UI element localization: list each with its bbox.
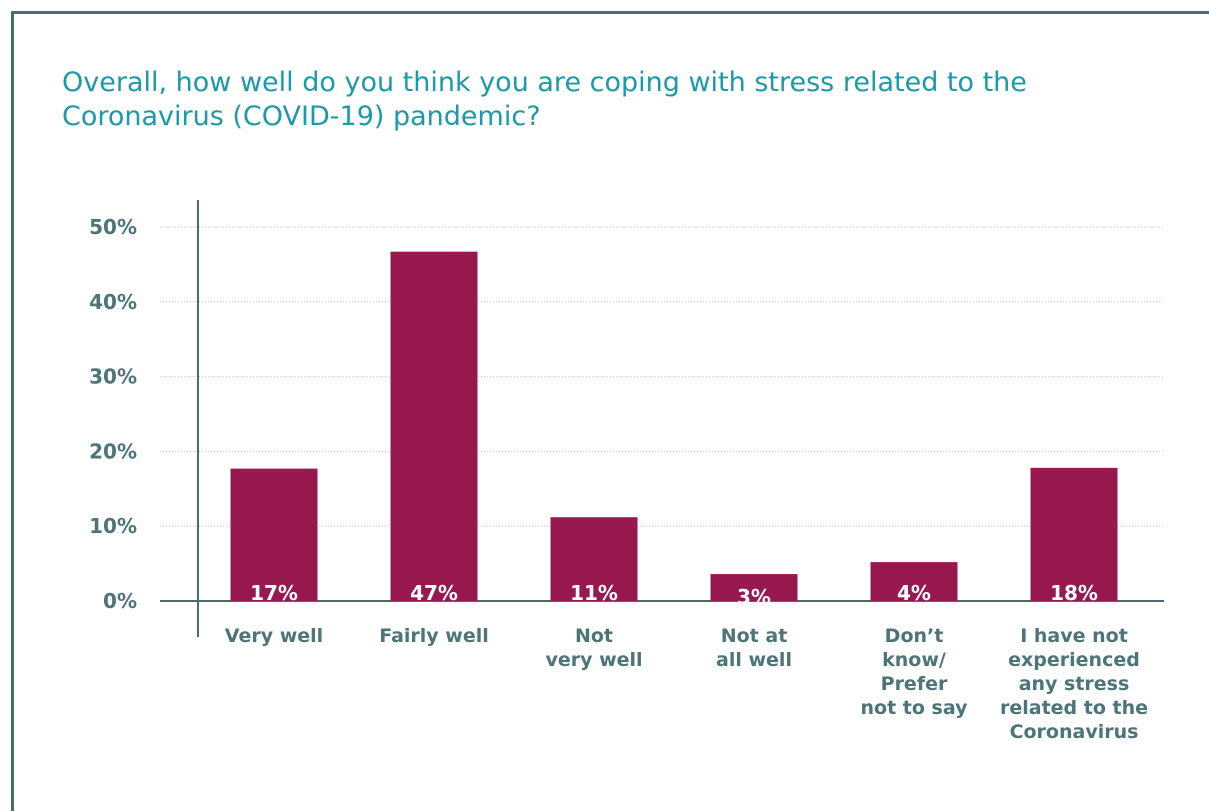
x-tick-label: Not at: [721, 625, 788, 647]
chart-frame: [11, 11, 1209, 811]
bar: [390, 251, 478, 601]
data-label: 4%: [897, 581, 931, 605]
bar: [1030, 467, 1118, 601]
x-tick-label: Coronavirus: [1010, 721, 1139, 743]
data-label: 11%: [570, 581, 618, 605]
x-tick-label: Prefer: [881, 673, 948, 695]
y-tick-label: 10%: [89, 514, 137, 538]
bar: [870, 562, 958, 601]
bar: [230, 468, 318, 601]
x-tick-label: experienced: [1008, 649, 1140, 671]
y-tick-label: 30%: [89, 365, 137, 389]
x-tick-label: I have not: [1020, 625, 1128, 647]
x-tick-label: all well: [716, 649, 792, 671]
x-tick-label: Very well: [225, 625, 323, 647]
data-label: 17%: [250, 581, 298, 605]
data-label: 3%: [737, 585, 771, 609]
y-tick-label: 50%: [89, 215, 137, 239]
y-tick-label: 0%: [103, 589, 137, 613]
x-tick-label: know/: [882, 649, 946, 671]
x-tick-label: any stress: [1019, 673, 1130, 695]
x-tick-label: very well: [545, 649, 642, 671]
x-tick-label: related to the: [1000, 697, 1148, 719]
bar: [550, 517, 638, 601]
y-tick-label: 40%: [89, 290, 137, 314]
x-tick-label: Not: [575, 625, 613, 647]
x-tick-label: not to say: [861, 697, 969, 719]
data-label: 18%: [1050, 581, 1098, 605]
bar: [710, 574, 798, 601]
chart-title: Overall, how well do you think you are c…: [62, 67, 1027, 132]
x-tick-label: Don’t: [885, 625, 944, 647]
data-label: 47%: [410, 581, 458, 605]
y-tick-label: 20%: [89, 439, 137, 463]
x-tick-label: Fairly well: [379, 625, 489, 647]
